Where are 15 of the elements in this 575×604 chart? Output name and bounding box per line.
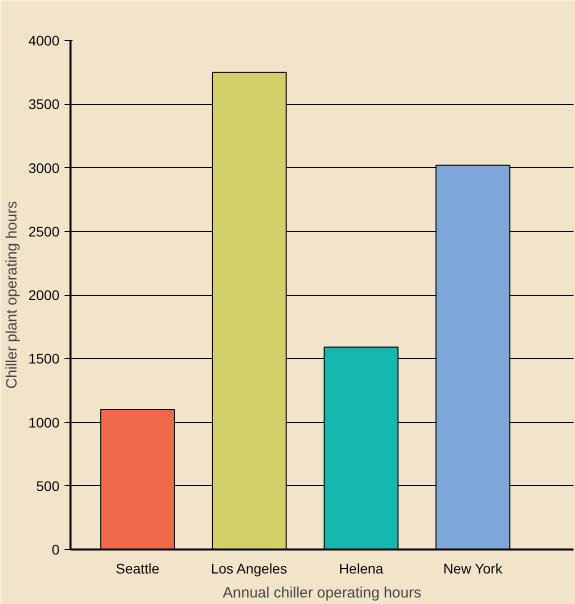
y-tick-label: 2500: [28, 223, 60, 240]
y-tick-label: 500: [36, 478, 60, 494]
x-axis-title: Annual chiller operating hours: [222, 584, 422, 602]
x-tick-label: Seattle: [116, 560, 160, 576]
x-tick-label: Los Angeles: [210, 560, 288, 576]
y-tick-label: 4000: [28, 32, 60, 48]
y-tick-label: 3500: [28, 96, 60, 112]
y-axis-title: Chiller plant operating hours: [3, 201, 20, 389]
y-tick-label: 1000: [28, 414, 60, 430]
y-tick-label: 3000: [28, 160, 60, 176]
x-tick-label: New York: [443, 560, 504, 576]
y-tick-label: 2000: [28, 287, 60, 303]
x-tick-label: Helena: [338, 560, 384, 576]
y-tick-label: 1500: [28, 350, 60, 367]
y-tick-label: 0: [52, 542, 60, 558]
